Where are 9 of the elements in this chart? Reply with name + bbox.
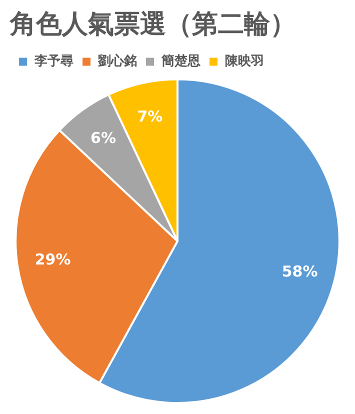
data-label: 7% [137, 108, 163, 126]
data-label: 29% [34, 250, 71, 269]
data-label: 58% [282, 262, 318, 280]
legend-label: 陳映羽 [225, 54, 264, 70]
data-label: 6% [90, 128, 116, 147]
legend-label: 李予尋 [34, 54, 74, 70]
chart-title: 角色人氣票選（第二輪） [9, 9, 296, 40]
legend-label: 劉心銘 [97, 53, 137, 70]
legend-label: 簡楚恩 [160, 54, 202, 70]
